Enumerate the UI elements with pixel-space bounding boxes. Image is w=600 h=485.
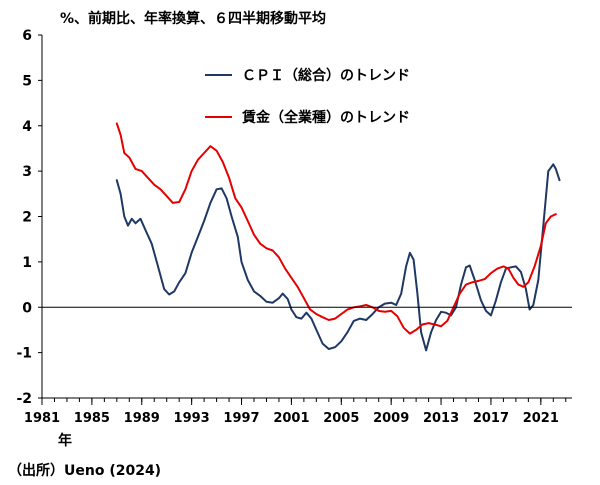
x-tick-label: 1985: [74, 411, 110, 426]
x-tick-label: 2021: [523, 411, 559, 426]
x-tick-label: 1981: [24, 411, 60, 426]
x-tick-label: 2001: [273, 411, 309, 426]
x-tick-label: 2017: [473, 411, 509, 426]
legend-label: ＣＰＩ（総合）のトレンド: [242, 67, 410, 84]
x-tick-label: 1989: [124, 411, 160, 426]
series-line-wage: [115, 122, 557, 335]
x-tick-label: 1993: [174, 411, 210, 426]
y-tick-label: 5: [22, 73, 32, 89]
y-tick-label: 4: [22, 119, 32, 135]
x-tick-label: 1997: [223, 411, 259, 426]
x-tick-label: 2005: [323, 411, 359, 426]
series-line-cpi: [115, 163, 561, 352]
x-tick-label: 2009: [373, 411, 409, 426]
y-tick-label: 1: [22, 255, 32, 271]
unit-label: %、前期比、年率換算、６四半期移動平均: [60, 11, 327, 27]
y-tick-label: 0: [22, 300, 32, 316]
y-tick-label: -2: [16, 391, 32, 407]
y-tick-label: -1: [16, 346, 32, 362]
source-note: （出所）Ueno (2024): [8, 463, 162, 479]
x-axis-year-suffix: 年: [58, 433, 72, 449]
legend-label: 賃金（全業種）のトレンド: [241, 109, 410, 126]
y-tick-label: 3: [22, 164, 32, 180]
y-tick-label: 6: [22, 28, 32, 44]
y-tick-label: 2: [22, 210, 32, 226]
x-tick-label: 2013: [423, 411, 459, 426]
